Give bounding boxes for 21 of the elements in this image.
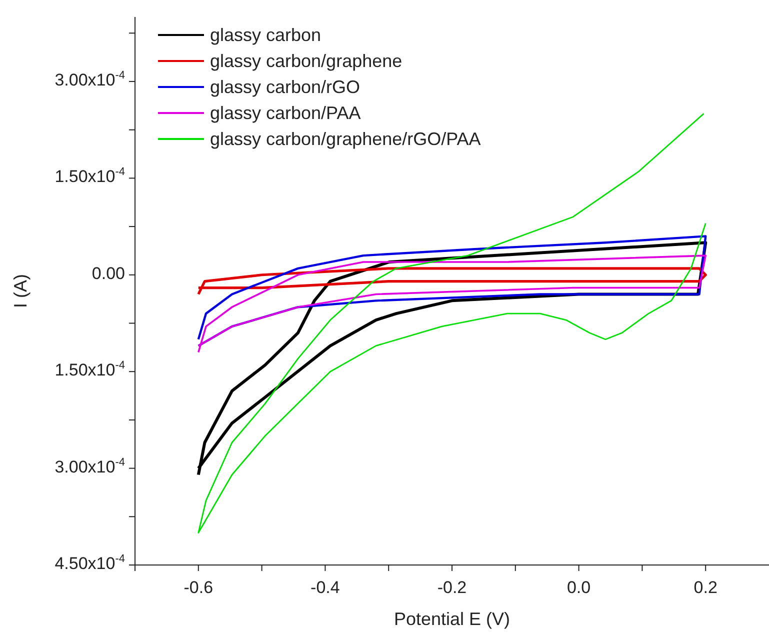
legend-label: glassy carbon/graphene/rGO/PAA <box>210 128 481 150</box>
y-tick-label: 0.00 <box>92 264 125 284</box>
x-axis-title: Potential E (V) <box>394 609 510 629</box>
y-tick-label: 3.00x10$^{-4}$ <box>54 456 125 477</box>
legend-label: glassy carbon/PAA <box>210 102 361 124</box>
y-tick-label: 3.00x10$^{-4}$ <box>54 69 125 90</box>
x-tick-label: 0.2 <box>694 578 718 598</box>
legend-label: glassy carbon/rGO <box>210 76 360 98</box>
line-series <box>197 235 707 347</box>
y-tick-label: 4.50x10$^{-4}$ <box>54 552 125 574</box>
x-tick-label: -0.4 <box>310 578 340 598</box>
x-tick-label: 0.0 <box>566 578 591 598</box>
x-tick-label: -0.6 <box>184 578 214 598</box>
legend-label: glassy carbon <box>210 24 322 46</box>
line-series <box>198 254 706 354</box>
y-axis-title: I (A) <box>10 274 30 308</box>
y-tick-label: 1.50x10$^{-4}$ <box>54 166 125 187</box>
legend-label: glassy carbon/graphene <box>210 50 402 72</box>
x-tick-label: -0.2 <box>437 578 467 598</box>
y-tick-label: 1.50x10$^{-4}$ <box>54 359 125 380</box>
line-series <box>197 267 707 296</box>
